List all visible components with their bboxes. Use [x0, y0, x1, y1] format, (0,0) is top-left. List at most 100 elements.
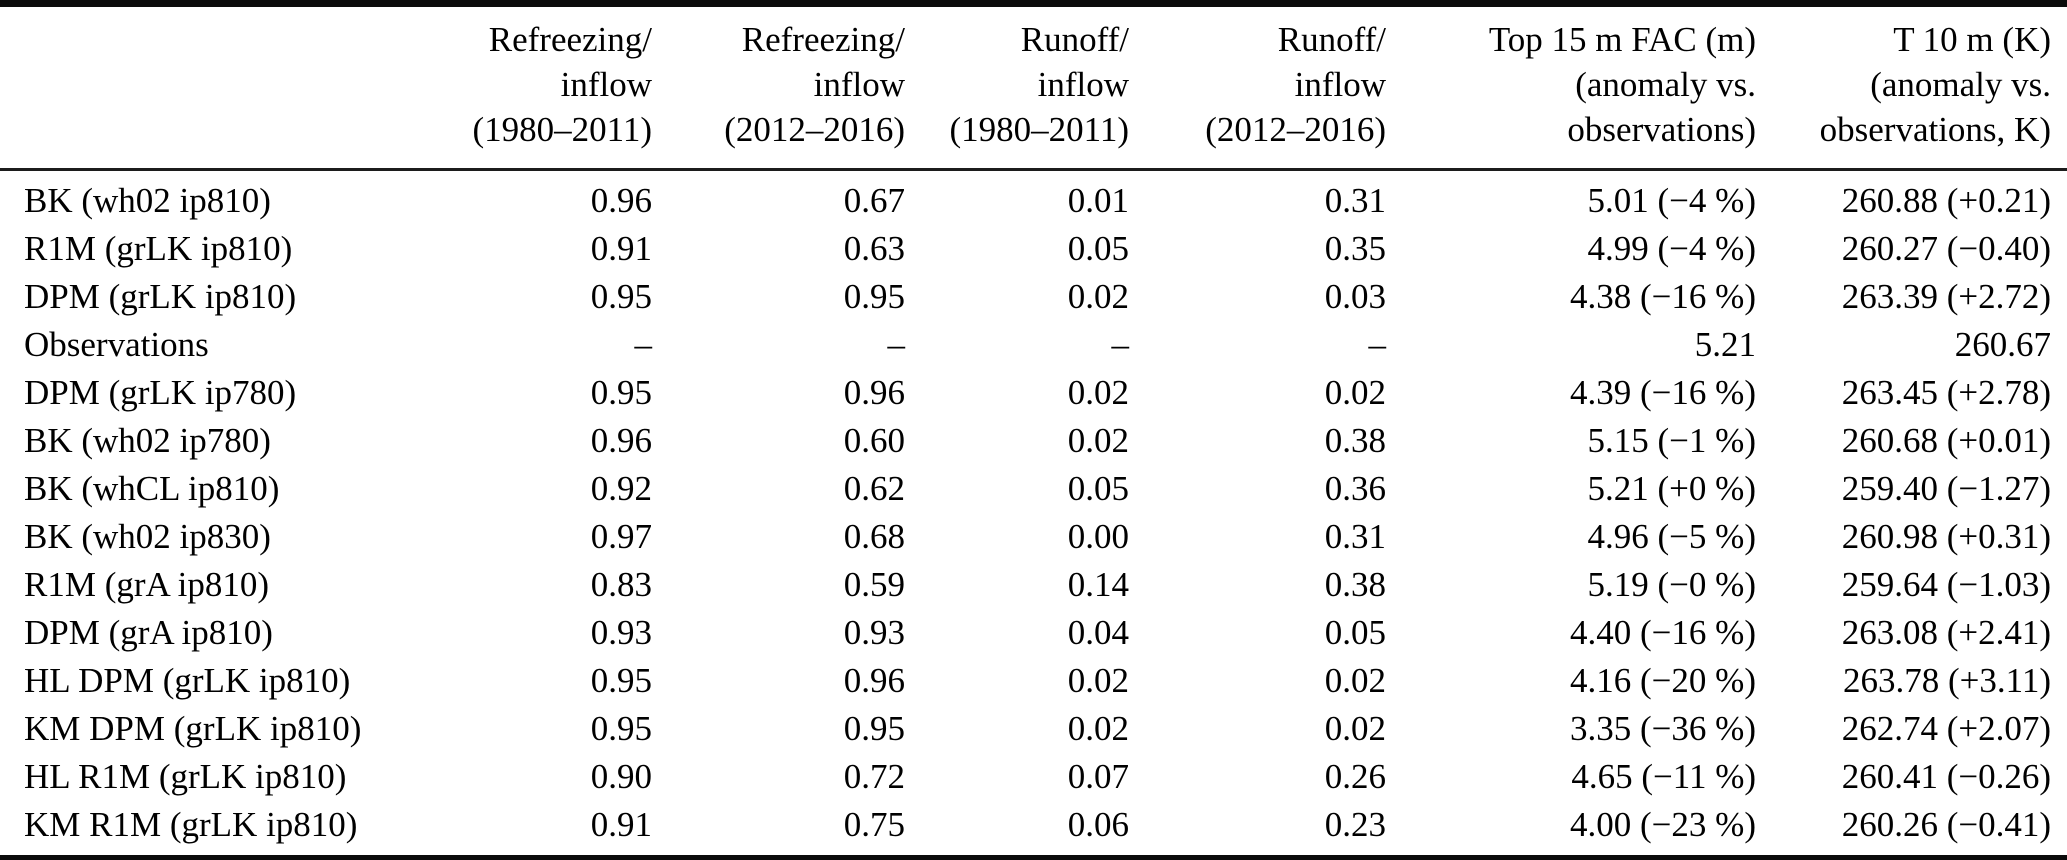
table-row: Observations – – – – 5.21 260.67	[0, 321, 2067, 369]
table-cell: 0.63	[843, 229, 905, 268]
table-cell: 4.16 (−20 %)	[1570, 661, 1756, 700]
row-label: BK (whCL ip810)	[24, 469, 280, 508]
column-header-line: Refreezing/	[488, 20, 652, 59]
table-cell: 260.27 (−0.40)	[1841, 229, 2051, 268]
table-cell: 4.96 (−5 %)	[1587, 517, 1756, 556]
column-header-line: inflow	[1294, 65, 1386, 104]
table-cell: 5.19 (−0 %)	[1587, 565, 1756, 604]
table-cell: 0.95	[590, 709, 652, 748]
table-cell: 263.08 (+2.41)	[1841, 613, 2051, 652]
column-header-line: observations)	[1567, 110, 1756, 149]
table-cell: 0.31	[1324, 517, 1386, 556]
table-row: DPM (grA ip810) 0.93 0.93 0.04 0.05 4.40 (−16…	[0, 609, 2067, 657]
table-cell: 0.04	[1067, 613, 1129, 652]
table-cell: 0.95	[590, 277, 652, 316]
table-cell: 0.05	[1067, 229, 1129, 268]
column-header-t-10m: T 10 m (K) (anomaly vs. observations, K)	[1756, 3, 2067, 171]
table-cell: 0.02	[1067, 421, 1129, 460]
table-row: KM DPM (grLK ip810) 0.95 0.95 0.02 0.02 3.35 …	[0, 705, 2067, 753]
table-row: BK (wh02 ip810) 0.96 0.67 0.01 0.31 5.01 (−4 …	[0, 170, 2067, 226]
row-label: BK (wh02 ip810)	[24, 181, 271, 220]
table-cell: 0.96	[843, 661, 905, 700]
row-label: DPM (grLK ip780)	[24, 373, 297, 412]
column-header-line: inflow	[1037, 65, 1129, 104]
table-cell: 4.99 (−4 %)	[1587, 229, 1756, 268]
table-cell: 4.40 (−16 %)	[1570, 613, 1756, 652]
column-header-refreezing-inflow-2012-2016: Refreezing/inflow (2012–2016)	[652, 3, 905, 171]
column-header-line: (anomaly vs.	[1870, 65, 2051, 104]
table-cell: 0.93	[590, 613, 652, 652]
table-cell: 0.02	[1067, 277, 1129, 316]
table-cell: 0.06	[1067, 805, 1129, 844]
table-cell: 0.91	[590, 229, 652, 268]
column-header-line: inflow	[813, 65, 905, 104]
row-label: KM R1M (grLK ip810)	[24, 805, 358, 844]
table-cell: 0.60	[843, 421, 905, 460]
table-cell: 0.62	[843, 469, 905, 508]
table-cell: 0.31	[1324, 181, 1386, 220]
table-cell: 262.74 (+2.07)	[1841, 709, 2051, 748]
row-label: Observations	[24, 325, 209, 364]
table-row: DPM (grLK ip810) 0.95 0.95 0.02 0.03 4.38 (−1…	[0, 273, 2067, 321]
table-cell: 0.95	[590, 373, 652, 412]
row-label: HL DPM (grLK ip810)	[24, 661, 351, 700]
table-cell: 260.41 (−0.26)	[1841, 757, 2051, 796]
column-header-top-15m-fac: Top 15 m FAC (m) (anomaly vs. observations…	[1386, 3, 1756, 171]
column-header-line: Top 15 m FAC (m)	[1488, 20, 1756, 59]
table-body: BK (wh02 ip810) 0.96 0.67 0.01 0.31 5.01 (−4 …	[0, 170, 2067, 858]
table-cell: 0.02	[1067, 709, 1129, 748]
table-cell: 0.07	[1067, 757, 1129, 796]
table-cell: 0.36	[1324, 469, 1386, 508]
table-cell: 0.96	[590, 181, 652, 220]
table-cell: 260.26 (−0.41)	[1841, 805, 2051, 844]
table-cell: 259.64 (−1.03)	[1841, 565, 2051, 604]
table-cell: 0.03	[1324, 277, 1386, 316]
table-cell: 0.26	[1324, 757, 1386, 796]
row-label: BK (wh02 ip780)	[24, 421, 271, 460]
table-cell: 260.68 (+0.01)	[1841, 421, 2051, 460]
row-label: R1M (grLK ip810)	[24, 229, 293, 268]
table-cell: 0.23	[1324, 805, 1386, 844]
row-label: DPM (grA ip810)	[24, 613, 273, 652]
table-row: R1M (grLK ip810) 0.91 0.63 0.05 0.35 4.99 (−4…	[0, 225, 2067, 273]
table-cell: 0.72	[843, 757, 905, 796]
column-header-line: (2012–2016)	[724, 110, 905, 149]
table-header-row: Refreezing/inflow (1980–2011) Refreezing/i…	[0, 3, 2067, 171]
column-header-line: inflow	[560, 65, 652, 104]
column-header-runoff-inflow-1980-2011: Runoff/inflow (1980–2011)	[905, 3, 1129, 171]
table-cell: 0.83	[590, 565, 652, 604]
table-cell: 0.97	[590, 517, 652, 556]
table-cell: 0.95	[590, 661, 652, 700]
column-header-line: Refreezing/	[741, 20, 905, 59]
table-cell: 0.05	[1324, 613, 1386, 652]
table-cell: 0.35	[1324, 229, 1386, 268]
table-cell: 263.78 (+3.11)	[1842, 661, 2051, 700]
row-label: KM DPM (grLK ip810)	[24, 709, 362, 748]
table-cell: 4.65 (−11 %)	[1571, 757, 1756, 796]
table-cell: 0.96	[843, 373, 905, 412]
table-cell: 5.01 (−4 %)	[1587, 181, 1756, 220]
table-cell: 0.92	[590, 469, 652, 508]
table-cell: 5.21	[1694, 325, 1756, 364]
row-label: BK (wh02 ip830)	[24, 517, 271, 556]
table-cell: 0.05	[1067, 469, 1129, 508]
column-header-runoff-inflow-2012-2016: Runoff/inflow (2012–2016)	[1129, 3, 1386, 171]
table-cell: 0.75	[843, 805, 905, 844]
table-cell: 5.21 (+0 %)	[1587, 469, 1756, 508]
table-cell: 0.38	[1324, 421, 1386, 460]
table-cell: –	[1368, 325, 1387, 364]
table-cell: 260.67	[1954, 325, 2051, 364]
table-cell: 3.35 (−36 %)	[1570, 709, 1756, 748]
table-cell: 0.95	[843, 709, 905, 748]
column-header-line: (1980–2011)	[949, 110, 1129, 149]
table-cell: 0.02	[1067, 373, 1129, 412]
table-cell: 260.98 (+0.31)	[1841, 517, 2051, 556]
table-row: DPM (grLK ip780) 0.95 0.96 0.02 0.02 4.39 (−1…	[0, 369, 2067, 417]
table-row: BK (wh02 ip780) 0.96 0.60 0.02 0.38 5.15 (−1 …	[0, 417, 2067, 465]
table-cell: –	[887, 325, 906, 364]
table-cell: 0.38	[1324, 565, 1386, 604]
row-label: DPM (grLK ip810)	[24, 277, 297, 316]
column-header-line: Runoff/	[1277, 20, 1386, 59]
